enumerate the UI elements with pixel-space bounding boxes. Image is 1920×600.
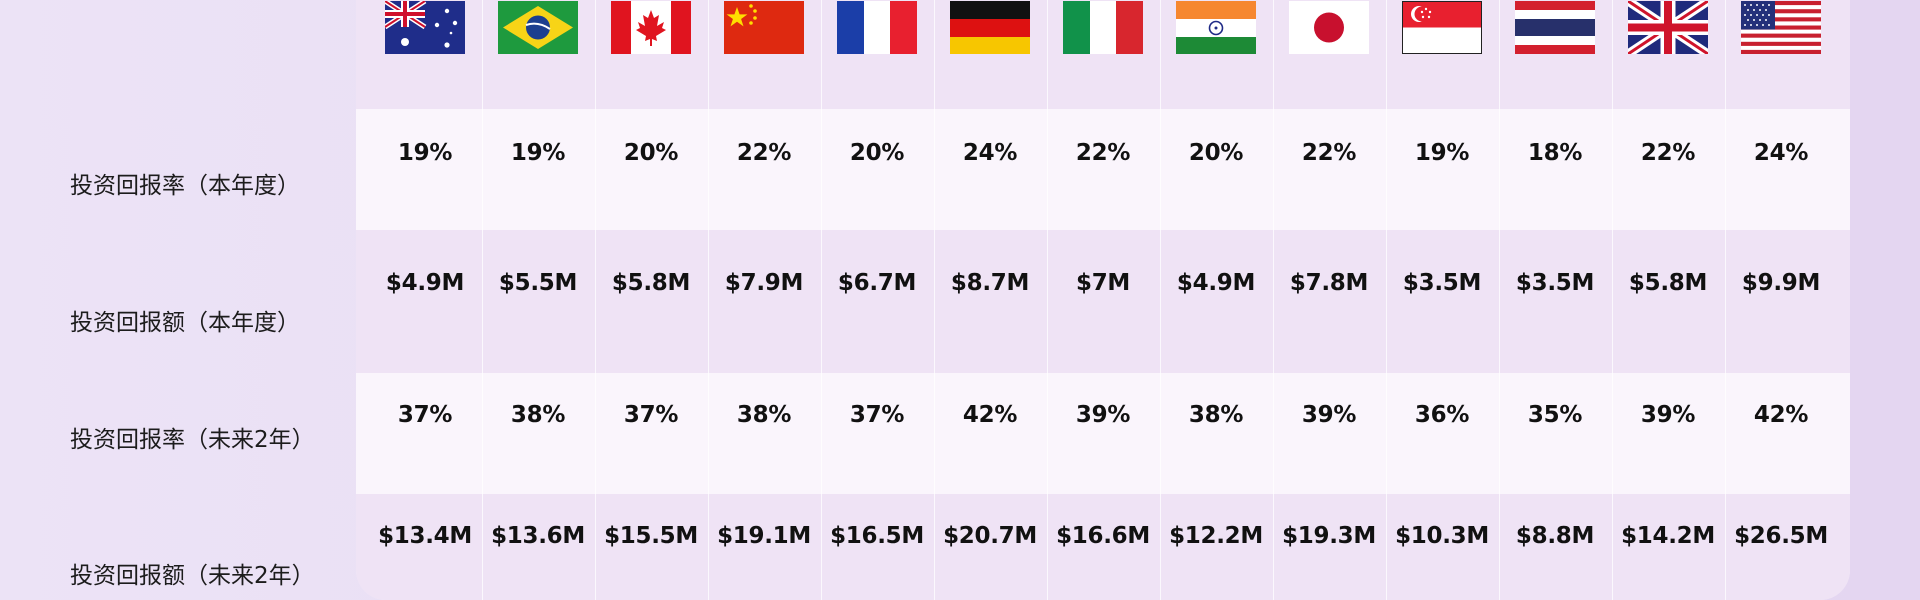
cell-return-year: $4.9M: [1176, 270, 1256, 296]
cell-return-2y: $8.8M: [1515, 523, 1595, 549]
cell-roi-year: 20%: [1188, 140, 1244, 166]
cell-roi-year: 22%: [1075, 140, 1131, 166]
canada-flag: [611, 1, 691, 54]
cell-return-2y: $12.2M: [1169, 523, 1263, 549]
cell-roi-year: 20%: [849, 140, 905, 166]
thailand-flag: [1515, 1, 1595, 54]
cell-return-year: $5.8M: [1628, 270, 1708, 296]
column-divider: [1611, 0, 1613, 600]
column-divider: [1498, 0, 1500, 600]
row-labels: 投资回报率（本年度） 投资回报额（本年度） 投资回报率（未来2年） 投资回报额（…: [0, 0, 356, 600]
france-flag: [837, 1, 917, 54]
cell-roi-2y: 36%: [1414, 402, 1470, 428]
cell-roi-2y: 38%: [736, 402, 792, 428]
cell-return-2y: $10.3M: [1395, 523, 1489, 549]
usa-flag: [1741, 1, 1821, 54]
row-label-return-2y: 投资回报额（未来2年）: [70, 563, 315, 589]
cell-return-year: $9.9M: [1741, 270, 1821, 296]
cell-return-year: $3.5M: [1515, 270, 1595, 296]
row-label-roi-year: 投资回报率（本年度）: [70, 173, 300, 199]
column-divider: [1046, 0, 1048, 600]
cell-roi-year: 22%: [736, 140, 792, 166]
cell-roi-year: 19%: [397, 140, 453, 166]
cell-return-2y: $19.3M: [1282, 523, 1376, 549]
cell-roi-year: 22%: [1640, 140, 1696, 166]
cell-return-2y: $16.6M: [1056, 523, 1150, 549]
cell-roi-year: 24%: [962, 140, 1018, 166]
cell-return-year: $6.7M: [837, 270, 917, 296]
brazil-flag: [498, 1, 578, 54]
cell-return-year: $5.5M: [498, 270, 578, 296]
cell-roi-year: 24%: [1753, 140, 1809, 166]
cell-roi-2y: 37%: [623, 402, 679, 428]
cell-roi-year: 22%: [1301, 140, 1357, 166]
cell-return-2y: $19.1M: [717, 523, 811, 549]
cell-roi-2y: 38%: [510, 402, 566, 428]
cell-roi-year: 20%: [623, 140, 679, 166]
china-flag: [724, 1, 804, 54]
row-band-return-2y: [356, 494, 1850, 600]
cell-return-2y: $14.2M: [1621, 523, 1715, 549]
cell-return-year: $8.7M: [950, 270, 1030, 296]
cell-return-2y: $16.5M: [830, 523, 924, 549]
cell-roi-year: 18%: [1527, 140, 1583, 166]
cell-roi-year: 19%: [1414, 140, 1470, 166]
column-divider: [1385, 0, 1387, 600]
column-divider: [1159, 0, 1161, 600]
singapore-flag: [1402, 1, 1482, 54]
cell-return-2y: $20.7M: [943, 523, 1037, 549]
row-label-return-year: 投资回报额（本年度）: [70, 310, 300, 336]
comparison-table: 19% $4.9M 37% $13.4M 19% $5.5M 38% $13.6M 20% $…: [356, 0, 1850, 600]
cell-roi-2y: 39%: [1301, 402, 1357, 428]
cell-return-2y: $13.4M: [378, 523, 472, 549]
column-divider: [933, 0, 935, 600]
cell-roi-2y: 39%: [1640, 402, 1696, 428]
cell-return-year: $3.5M: [1402, 270, 1482, 296]
cell-return-year: $7M: [1076, 270, 1130, 296]
column-divider: [707, 0, 709, 600]
cell-return-2y: $26.5M: [1734, 523, 1828, 549]
cell-return-year: $7.8M: [1289, 270, 1369, 296]
cell-roi-2y: 38%: [1188, 402, 1244, 428]
row-band-return-year: [356, 230, 1850, 373]
cell-return-2y: $15.5M: [604, 523, 698, 549]
germany-flag: [950, 1, 1030, 54]
column-divider: [1724, 0, 1726, 600]
cell-roi-year: 19%: [510, 140, 566, 166]
row-band-roi-year: [356, 109, 1850, 230]
cell-roi-2y: 39%: [1075, 402, 1131, 428]
cell-roi-2y: 42%: [1753, 402, 1809, 428]
column-divider: [594, 0, 596, 600]
row-label-roi-2y: 投资回报率（未来2年）: [70, 427, 315, 453]
india-flag: [1176, 1, 1256, 54]
column-divider: [820, 0, 822, 600]
cell-roi-2y: 35%: [1527, 402, 1583, 428]
column-divider: [481, 0, 483, 600]
cell-return-year: $4.9M: [385, 270, 465, 296]
australia-flag: [385, 1, 465, 54]
cell-return-year: $5.8M: [611, 270, 691, 296]
column-divider: [1272, 0, 1274, 600]
cell-roi-2y: 37%: [849, 402, 905, 428]
italy-flag: [1063, 1, 1143, 54]
uk-flag: [1628, 1, 1708, 54]
row-band-roi-2y: [356, 373, 1850, 494]
cell-roi-2y: 37%: [397, 402, 453, 428]
cell-return-year: $7.9M: [724, 270, 804, 296]
cell-roi-2y: 42%: [962, 402, 1018, 428]
cell-return-2y: $13.6M: [491, 523, 585, 549]
japan-flag: [1289, 1, 1369, 54]
